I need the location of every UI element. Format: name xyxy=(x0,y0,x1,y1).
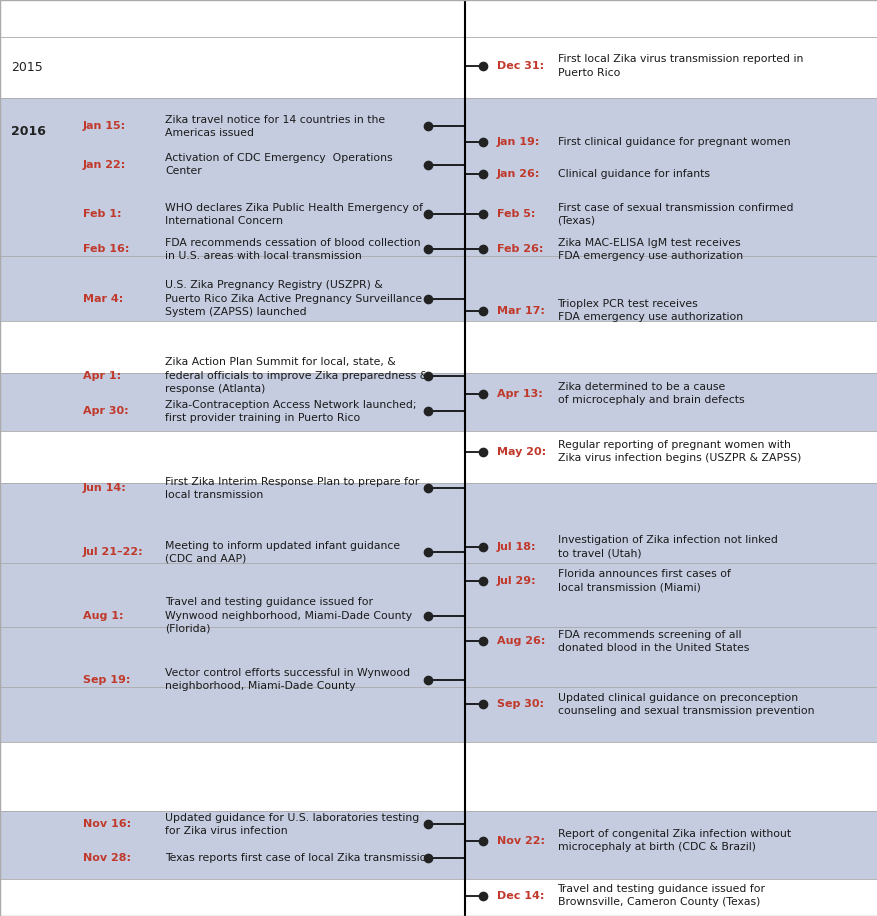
Bar xyxy=(0,627,877,687)
Text: Aug 1:: Aug 1: xyxy=(82,611,123,620)
Text: First Zika Interim Response Plan to prepare for
local transmission: First Zika Interim Response Plan to prep… xyxy=(165,476,419,500)
Text: Sep 30:: Sep 30: xyxy=(496,700,544,709)
Text: Aug 26:: Aug 26: xyxy=(496,637,545,646)
Text: Regular reporting of pregnant women with
Zika virus infection begins (USZPR & ZA: Regular reporting of pregnant women with… xyxy=(557,440,800,463)
Text: Zika MAC-ELISA IgM test receives
FDA emergency use authorization: Zika MAC-ELISA IgM test receives FDA eme… xyxy=(557,237,742,261)
Bar xyxy=(0,256,877,321)
Text: Feb 26:: Feb 26: xyxy=(496,245,543,254)
Bar xyxy=(0,687,877,742)
Text: Texas reports first case of local Zika transmission: Texas reports first case of local Zika t… xyxy=(165,854,433,863)
Bar xyxy=(0,37,877,98)
Text: Jun 14:: Jun 14: xyxy=(82,484,126,493)
Text: Mar 4:: Mar 4: xyxy=(82,294,123,303)
Text: Jul 18:: Jul 18: xyxy=(496,542,536,551)
Text: Zika-Contraception Access Network launched;
first provider training in Puerto Ri: Zika-Contraception Access Network launch… xyxy=(165,399,416,423)
Text: Nov 22:: Nov 22: xyxy=(496,836,545,845)
Text: May 20:: May 20: xyxy=(496,447,545,456)
Text: Nov 16:: Nov 16: xyxy=(82,820,131,829)
Text: U.S. Zika Pregnancy Registry (USZPR) &
Puerto Rico Zika Active Pregnancy Surveil: U.S. Zika Pregnancy Registry (USZPR) & P… xyxy=(165,280,422,317)
Text: FDA recommends screening of all
donated blood in the United States: FDA recommends screening of all donated … xyxy=(557,629,748,653)
Text: First case of sexual transmission confirmed
(Texas): First case of sexual transmission confir… xyxy=(557,202,792,226)
Bar xyxy=(0,98,877,256)
Text: Florida announces first cases of
local transmission (Miami): Florida announces first cases of local t… xyxy=(557,569,730,593)
Text: Report of congenital Zika infection without
microcephaly at birth (CDC & Brazil): Report of congenital Zika infection with… xyxy=(557,829,790,853)
Text: FDA recommends cessation of blood collection
in U.S. areas with local transmissi: FDA recommends cessation of blood collec… xyxy=(165,237,420,261)
Text: Apr 13:: Apr 13: xyxy=(496,389,542,398)
Text: Nov 28:: Nov 28: xyxy=(82,854,131,863)
Text: Travel and testing guidance issued for
Wynwood neighborhood, Miami-Dade County
(: Travel and testing guidance issued for W… xyxy=(165,597,411,634)
Text: Zika determined to be a cause
of microcephaly and brain defects: Zika determined to be a cause of microce… xyxy=(557,382,744,406)
Bar xyxy=(0,0,877,37)
Text: Jan 15:: Jan 15: xyxy=(82,122,125,131)
Text: Feb 5:: Feb 5: xyxy=(496,210,535,219)
Text: 2016: 2016 xyxy=(11,125,46,138)
Text: 2015: 2015 xyxy=(11,60,43,74)
Text: Feb 1:: Feb 1: xyxy=(82,210,121,219)
Text: Jul 21–22:: Jul 21–22: xyxy=(82,548,143,557)
Bar xyxy=(0,563,877,627)
Text: First local Zika virus transmission reported in
Puerto Rico: First local Zika virus transmission repo… xyxy=(557,54,802,78)
Text: Feb 16:: Feb 16: xyxy=(82,245,129,254)
Text: Dec 14:: Dec 14: xyxy=(496,891,544,900)
Bar xyxy=(0,321,877,373)
Text: Jul 29:: Jul 29: xyxy=(496,576,536,585)
Bar xyxy=(0,483,877,563)
Bar xyxy=(0,742,877,811)
Text: Vector control efforts successful in Wynwood
neighborhood, Miami-Dade County: Vector control efforts successful in Wyn… xyxy=(165,668,410,692)
Text: Sep 19:: Sep 19: xyxy=(82,675,130,684)
Text: Travel and testing guidance issued for
Brownsville, Cameron County (Texas): Travel and testing guidance issued for B… xyxy=(557,884,765,908)
Text: Trioplex PCR test receives
FDA emergency use authorization: Trioplex PCR test receives FDA emergency… xyxy=(557,299,742,322)
Text: Dec 31:: Dec 31: xyxy=(496,61,544,71)
Text: Clinical guidance for infants: Clinical guidance for infants xyxy=(557,169,709,179)
Text: Investigation of Zika infection not linked
to travel (Utah): Investigation of Zika infection not link… xyxy=(557,535,776,559)
Text: Mar 17:: Mar 17: xyxy=(496,306,545,315)
Text: Apr 1:: Apr 1: xyxy=(82,371,120,380)
Text: Activation of CDC Emergency  Operations
Center: Activation of CDC Emergency Operations C… xyxy=(165,153,392,177)
Bar xyxy=(0,431,877,483)
Text: Updated clinical guidance on preconception
counseling and sexual transmission pr: Updated clinical guidance on preconcepti… xyxy=(557,692,813,716)
Text: Zika travel notice for 14 countries in the
Americas issued: Zika travel notice for 14 countries in t… xyxy=(165,114,385,138)
Text: Meeting to inform updated infant guidance
(CDC and AAP): Meeting to inform updated infant guidanc… xyxy=(165,540,400,564)
Text: Zika Action Plan Summit for local, state, &
federal officials to improve Zika pr: Zika Action Plan Summit for local, state… xyxy=(165,357,428,394)
Text: WHO declares Zika Public Health Emergency of
International Concern: WHO declares Zika Public Health Emergenc… xyxy=(165,202,423,226)
Text: Apr 30:: Apr 30: xyxy=(82,407,128,416)
Bar xyxy=(0,373,877,431)
Text: Jan 26:: Jan 26: xyxy=(496,169,539,179)
Bar xyxy=(0,811,877,879)
Bar xyxy=(0,879,877,916)
Text: Updated guidance for U.S. laboratories testing
for Zika virus infection: Updated guidance for U.S. laboratories t… xyxy=(165,812,419,836)
Text: First clinical guidance for pregnant women: First clinical guidance for pregnant wom… xyxy=(557,137,789,147)
Text: Jan 22:: Jan 22: xyxy=(82,160,125,169)
Text: Jan 19:: Jan 19: xyxy=(496,137,539,147)
